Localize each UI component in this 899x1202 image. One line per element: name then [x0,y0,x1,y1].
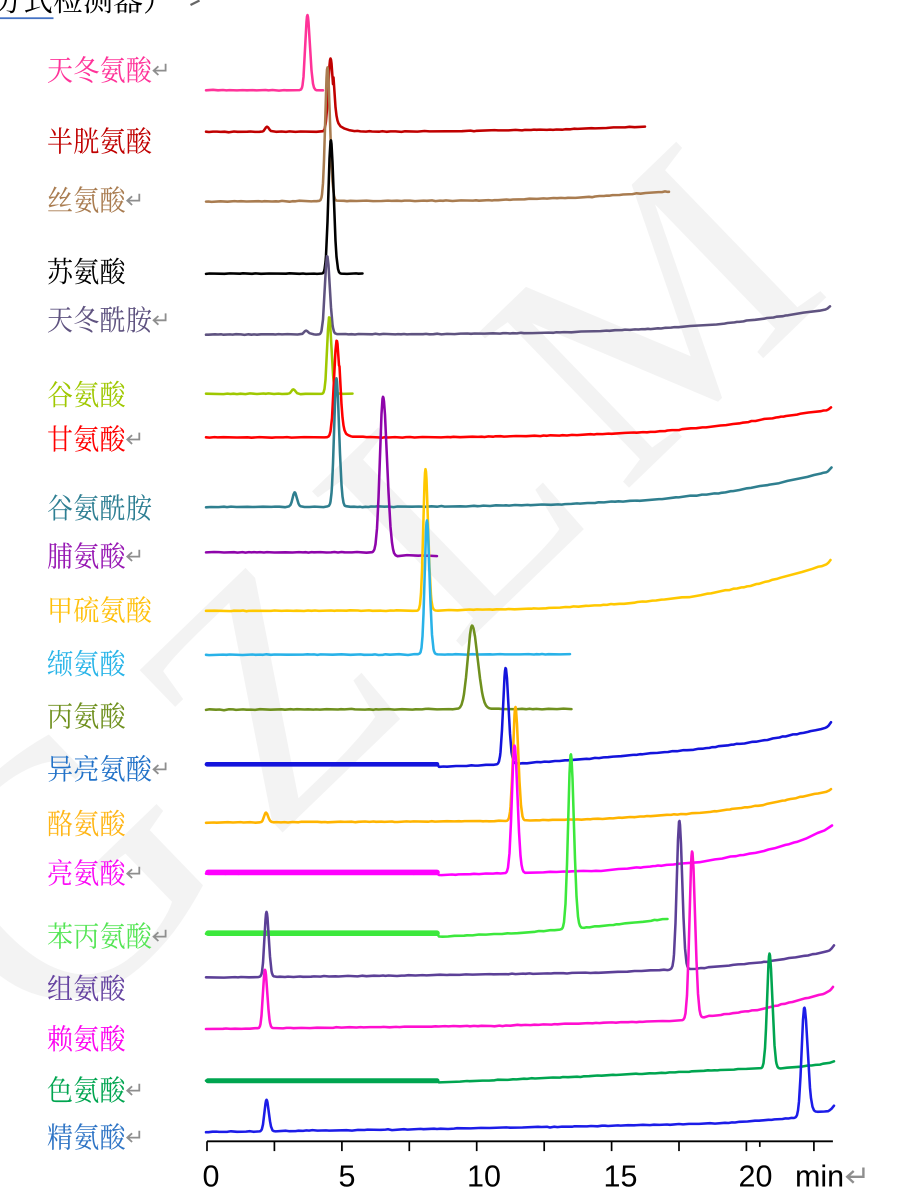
svg-text:min: min [795,1160,844,1194]
svg-text:5: 5 [339,1160,356,1194]
svg-text:10: 10 [467,1160,501,1194]
svg-text:15: 15 [604,1160,638,1194]
svg-text:20: 20 [739,1160,773,1194]
svg-text:0: 0 [203,1160,220,1194]
